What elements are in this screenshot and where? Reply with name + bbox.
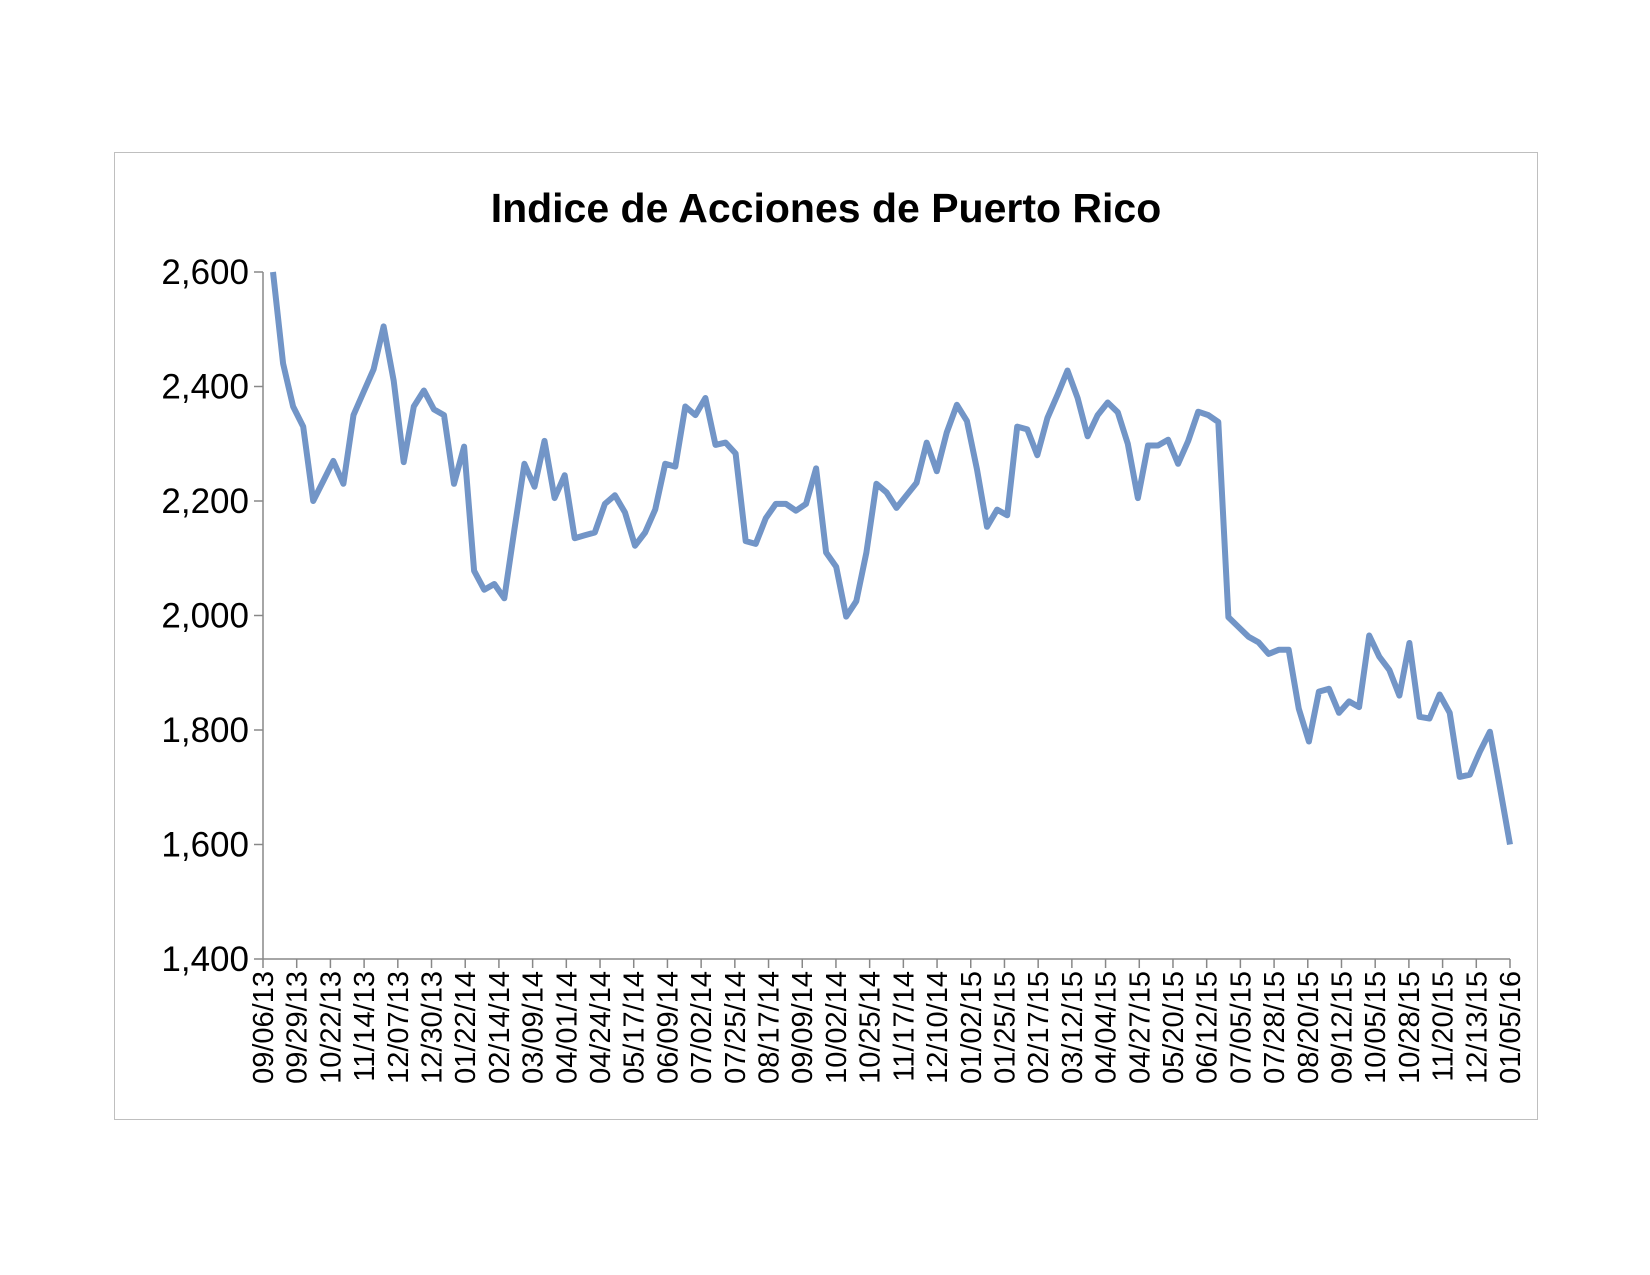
x-tick-label: 07/28/15 bbox=[1259, 971, 1291, 1084]
x-tick-label: 10/28/15 bbox=[1394, 971, 1426, 1084]
x-tick-label: 05/20/15 bbox=[1158, 971, 1190, 1084]
y-tick-label: 1,800 bbox=[161, 711, 249, 750]
x-tick-label: 11/14/13 bbox=[349, 971, 381, 1082]
x-tick-label: 09/29/13 bbox=[282, 971, 314, 1084]
x-tick-label: 07/05/15 bbox=[1225, 971, 1257, 1084]
x-tick-label: 12/13/15 bbox=[1461, 971, 1493, 1084]
x-tick-label: 10/05/15 bbox=[1360, 971, 1392, 1084]
x-tick-label: 10/25/14 bbox=[855, 971, 887, 1084]
x-tick-label: 02/17/15 bbox=[1023, 971, 1055, 1084]
series-line bbox=[270, 271, 1513, 846]
x-tick-label: 07/25/14 bbox=[720, 971, 752, 1084]
x-tick-label: 01/25/15 bbox=[989, 971, 1021, 1084]
x-tick-label: 01/02/15 bbox=[956, 971, 988, 1084]
x-tick-label: 08/20/15 bbox=[1293, 971, 1325, 1084]
x-tick-label: 01/05/16 bbox=[1495, 971, 1527, 1084]
chart-title: Indice de Acciones de Puerto Rico bbox=[491, 185, 1162, 231]
y-tick-label: 2,600 bbox=[161, 253, 249, 292]
x-tick-label: 03/12/15 bbox=[1057, 971, 1089, 1084]
x-tick-label: 11/20/15 bbox=[1428, 971, 1460, 1082]
x-tick-label: 02/14/14 bbox=[484, 971, 516, 1084]
y-tick-label: 2,400 bbox=[161, 368, 249, 407]
x-tick-label: 04/01/14 bbox=[551, 971, 583, 1084]
y-tick-label: 2,000 bbox=[161, 597, 249, 636]
x-tick-label: 09/06/13 bbox=[248, 971, 280, 1084]
x-tick-label: 04/04/15 bbox=[1091, 971, 1123, 1084]
x-tick-label: 06/09/14 bbox=[652, 971, 684, 1084]
x-tick-label: 06/12/15 bbox=[1192, 971, 1224, 1084]
x-tick-label: 09/09/14 bbox=[787, 971, 819, 1084]
x-tick-label: 01/22/14 bbox=[450, 971, 482, 1084]
x-tick-label: 10/02/14 bbox=[821, 971, 853, 1084]
x-tick-label: 11/17/14 bbox=[888, 971, 920, 1082]
x-tick-label: 12/10/14 bbox=[922, 971, 954, 1084]
y-tick-label: 2,200 bbox=[161, 482, 249, 521]
x-tick-label: 12/30/13 bbox=[417, 971, 449, 1084]
x-tick-label: 09/12/15 bbox=[1326, 971, 1358, 1084]
x-tick-label: 12/07/13 bbox=[383, 971, 415, 1084]
x-tick-label: 10/22/13 bbox=[315, 971, 347, 1084]
x-tick-label: 04/24/14 bbox=[585, 971, 617, 1084]
y-tick-label: 1,400 bbox=[161, 940, 249, 979]
x-tick-label: 08/17/14 bbox=[754, 971, 786, 1084]
x-tick-label: 07/02/14 bbox=[686, 971, 718, 1084]
x-tick-label: 03/09/14 bbox=[518, 971, 550, 1084]
x-tick-label: 04/27/15 bbox=[1124, 971, 1156, 1084]
x-tick-label: 05/17/14 bbox=[619, 971, 651, 1084]
y-tick-label: 1,600 bbox=[161, 826, 249, 865]
